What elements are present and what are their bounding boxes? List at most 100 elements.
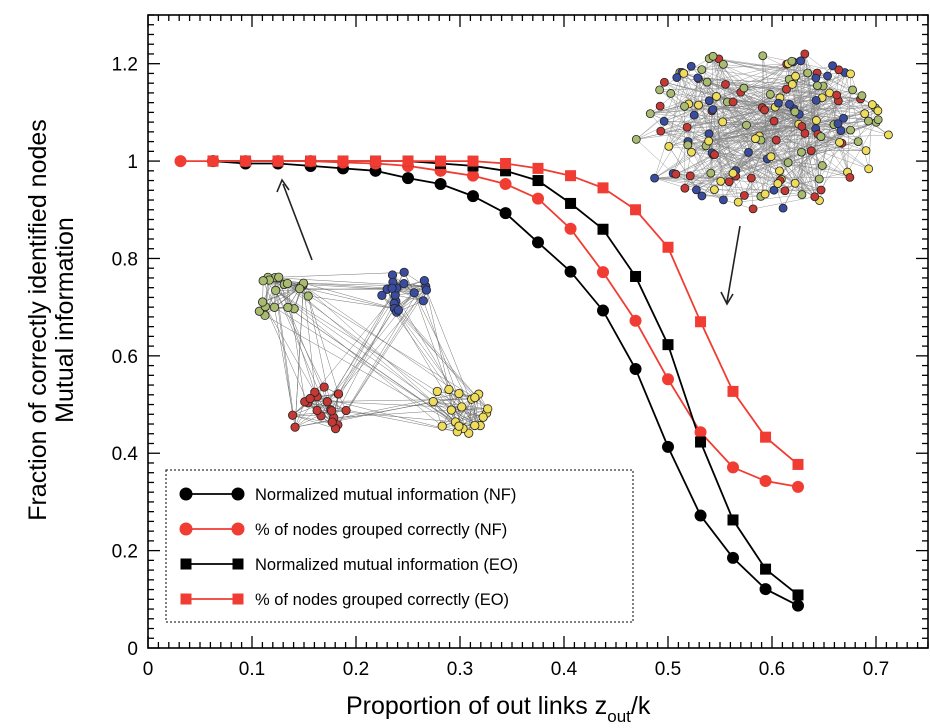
network-node [797,147,806,157]
network-node [689,110,699,120]
data-point [630,204,642,216]
network-node [470,420,480,431]
network-edge [299,288,427,291]
network-edge [337,280,425,425]
network-edge [716,96,721,182]
network-node [765,89,775,99]
network-edge [788,141,859,163]
network-node [790,178,800,188]
network-node [387,283,397,293]
network-node [839,113,848,123]
y-axis-title-line2: Mutual information [51,217,79,423]
data-point [727,461,739,474]
network-node [832,90,842,100]
network-edge [659,89,822,137]
network-edge [679,72,736,177]
network-edge [442,408,488,427]
network-node [853,137,863,147]
y-tick-label: 1.2 [112,55,138,76]
legend-label: % of nodes grouped correctly (NF) [255,521,507,539]
network-node [814,174,824,184]
data-point [564,265,577,278]
network-edge [850,73,865,114]
data-point [662,241,674,253]
network-edge [654,170,736,179]
x-tick-label: 0.4 [551,659,578,680]
network-edge [712,56,752,179]
network-node [724,177,734,187]
network-node [785,99,794,109]
y-tick-label: 0 [127,639,138,660]
network-node [823,71,832,81]
network-node [857,91,867,101]
network-edge [442,398,472,427]
network-edge [636,139,674,174]
network-node [811,73,821,83]
network-edge [701,69,744,89]
y-tick-label: 0.2 [112,542,138,563]
data-point [532,175,544,187]
network-edge [794,73,851,184]
x-axis-title-main: Proportion of out links z [346,692,607,720]
data-point [694,509,707,522]
data-point [532,162,544,174]
network-edge [458,393,475,426]
network-node [733,197,743,207]
network-node [833,119,843,129]
network-node [758,51,768,61]
network-node [766,152,776,162]
network-node [631,134,641,144]
network-edge [697,77,787,90]
network-edge [451,408,488,411]
network-edge [714,107,763,155]
network-node [258,276,268,286]
network-node [437,421,447,431]
legend-marker [231,522,245,536]
network-node [884,130,893,140]
network-node [421,285,432,295]
network-node [419,275,429,286]
network-edge [800,60,865,114]
x-tick-label: 0.3 [447,659,473,680]
network-edge [710,139,777,174]
network-edge [264,315,460,427]
network-node [813,81,822,91]
network-edge [437,391,475,426]
data-point [727,551,739,564]
network-edge [393,303,488,410]
network-node [693,73,703,83]
data-point [792,589,804,601]
network-edge [698,75,828,106]
network-edge [766,103,779,159]
data-point [564,222,577,235]
network-node [656,126,666,136]
data-point [662,440,674,453]
network-node [718,59,728,69]
legend-marker [179,522,193,536]
network-node [399,279,409,289]
axis-ticks [147,14,929,649]
network-edge [781,113,865,180]
network-node [327,406,337,416]
x-tick-label: 0.5 [655,659,681,680]
network-edge [708,108,794,142]
network-node [797,121,807,131]
data-point [337,155,349,167]
network-edge [814,134,819,197]
network-node [682,122,692,132]
network-node [483,404,493,414]
data-point [792,480,804,493]
network-node [444,384,454,395]
network-edge [696,133,805,191]
data-point [727,514,739,526]
network-node [704,129,714,139]
arrow-head [276,178,290,193]
network-edge [683,73,768,159]
network-edge [265,306,309,403]
network-edge [398,309,476,398]
network-edge [714,101,728,155]
network-node [782,84,791,94]
network-edge [338,289,427,395]
network-edge [333,409,452,418]
